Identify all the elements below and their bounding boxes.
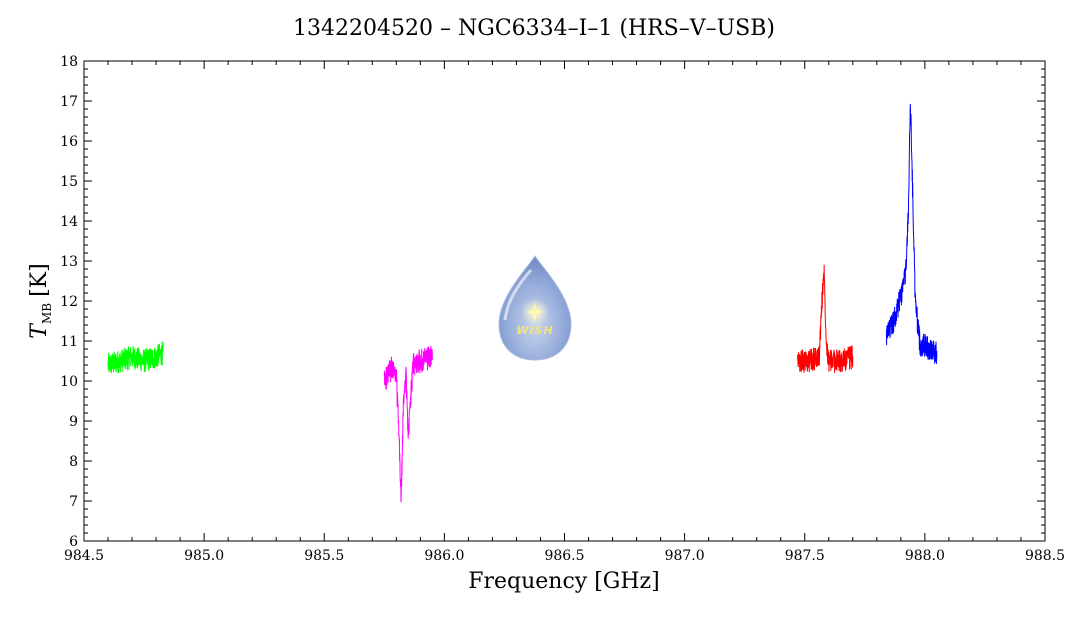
y-tick-label: 18: [60, 54, 78, 70]
svg-text:TMB[K]: TMB [K]: [27, 263, 54, 338]
y-axis-label: TMB [K]: [27, 263, 54, 338]
x-tick-label: 987.5: [785, 548, 825, 564]
y-tick-label: 12: [60, 294, 78, 310]
x-tick-label: 986.5: [544, 548, 584, 564]
y-axis-subscript: MB: [40, 303, 54, 324]
series-line-2: [383, 345, 433, 503]
y-axis-unit: [K]: [27, 263, 52, 297]
chart-title: 1342204520 – NGC6334–I–1 (HRS–V–USB): [293, 16, 775, 41]
x-tick-label: 988.0: [905, 548, 945, 564]
y-tick-label: 15: [60, 174, 78, 190]
wish-logo: WISH: [498, 255, 572, 361]
y-tick-label: 14: [60, 214, 78, 230]
x-tick-label: 985.5: [304, 548, 344, 564]
axis-ticks: [83, 60, 1046, 542]
y-tick-label: 11: [60, 334, 78, 350]
x-tick-label: 988.5: [1025, 548, 1065, 564]
series-layer: [107, 103, 938, 503]
x-tick-label: 984.5: [64, 548, 104, 564]
y-tick-label: 9: [69, 414, 78, 430]
y-tick-label: 17: [60, 94, 78, 110]
x-tick-label: 987.0: [665, 548, 705, 564]
series-line-3: [797, 264, 854, 374]
series-line-4: [885, 103, 938, 364]
y-tick-label: 16: [60, 134, 78, 150]
y-axis-symbol: T: [27, 322, 52, 339]
tick-labels: 984.5 985.0 985.5 986.0 986.5 987.0 987.5 988.0…: [60, 54, 1065, 564]
y-tick-label: 10: [60, 374, 78, 390]
y-tick-label: 7: [69, 494, 78, 510]
x-axis-label: Frequency [GHz]: [468, 569, 660, 594]
x-tick-label: 985.0: [184, 548, 224, 564]
series-line-1: [107, 341, 164, 374]
y-tick-label: 8: [69, 454, 78, 470]
y-tick-label: 13: [60, 254, 78, 270]
x-tick-label: 986.0: [424, 548, 464, 564]
logo-text: WISH: [516, 324, 553, 337]
y-tick-label: 6: [69, 534, 78, 550]
